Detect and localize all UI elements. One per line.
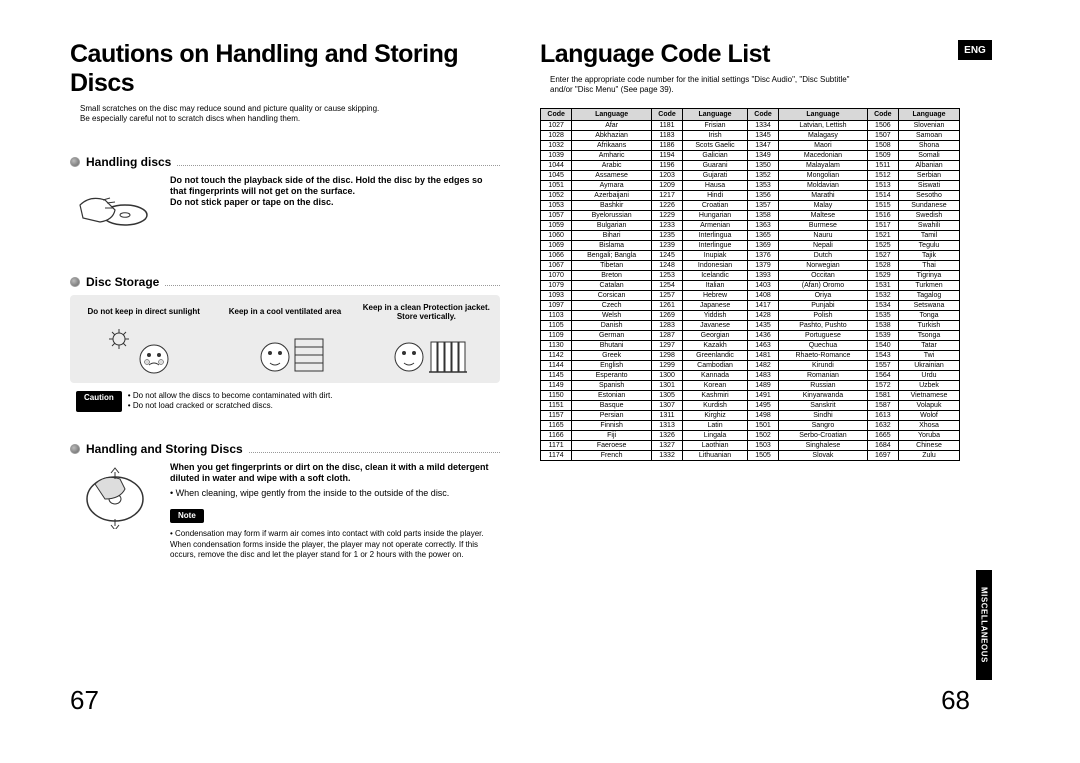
section-disc-storage: Disc Storage Do not keep in direct sunli… (70, 275, 500, 412)
table-row: 1166Fiji1326Lingala1502Serbo-Croatian166… (541, 430, 960, 440)
table-header: Language (779, 108, 867, 120)
table-row: 1039Amharic1194Galician1349Macedonian150… (541, 150, 960, 160)
hand-disc-icon (70, 175, 160, 245)
table-row: 1171Faeroese1327Laothian1503Singhalese16… (541, 440, 960, 450)
bullet-icon (70, 277, 80, 287)
table-row: 1145Esperanto1300Kannada1483Romanian1564… (541, 370, 960, 380)
storage-cell-jacket: Keep in a clean Protection jacket. Store… (359, 301, 494, 377)
storage-cell-sunlight: Do not keep in direct sunlight (76, 301, 211, 377)
storage-box: Do not keep in direct sunlight Keep in a… (70, 295, 500, 383)
page-68: ENG Language Code List Enter the appropr… (540, 40, 1000, 720)
right-title: Language Code List (540, 40, 1000, 69)
table-row: 1157Persian1311Kirghiz1498Sindhi1613Wolo… (541, 410, 960, 420)
language-code-table: CodeLanguageCodeLanguageCodeLanguageCode… (540, 108, 960, 461)
bullet-icon (70, 157, 80, 167)
left-title: Cautions on Handling and Storing Discs (70, 40, 500, 98)
right-subtitle: Enter the appropriate code number for th… (550, 75, 1000, 96)
sunlight-icon (99, 327, 189, 377)
table-row: 1044Arabic1196Guarani1350Malayalam1511Al… (541, 160, 960, 170)
table-row: 1027Afar1181Frisian1334Latvian, Lettish1… (541, 120, 960, 130)
table-header: Language (572, 108, 652, 120)
table-row: 1142Greek1298Greenlandic1481Rhaeto-Roman… (541, 350, 960, 360)
table-row: 1130Bhutani1297Kazakh1463Quechua1540Tata… (541, 340, 960, 350)
wipe-disc-icon (70, 462, 160, 532)
section-handling-discs: Handling discs Do not touch the playback… (70, 155, 500, 245)
table-row: 1066Bengali; Bangla1245Inupiak1376Dutch1… (541, 250, 960, 260)
table-header: Code (747, 108, 778, 120)
table-row: 1093Corsican1257Hebrew1408Oriya1532Tagal… (541, 290, 960, 300)
table-row: 1045Assamese1203Gujarati1352Mongolian151… (541, 170, 960, 180)
page-67: Cautions on Handling and Storing Discs S… (70, 40, 500, 720)
caution-badge: Caution (76, 391, 122, 412)
eng-badge: ENG (958, 40, 992, 60)
table-row: 1067Tibetan1248Indonesian1379Norwegian15… (541, 260, 960, 270)
table-row: 1059Bulgarian1233Armenian1363Burmese1517… (541, 220, 960, 230)
table-row: 1069Bislama1239Interlingue1369Nepali1525… (541, 240, 960, 250)
bullet-icon (70, 444, 80, 454)
table-row: 1149Spanish1301Korean1489Russian1572Uzbe… (541, 380, 960, 390)
table-header: Language (899, 108, 960, 120)
table-row: 1109German1287Georgian1436Portuguese1539… (541, 330, 960, 340)
table-row: 1079Catalan1254Italian1403(Afan) Oromo15… (541, 280, 960, 290)
table-row: 1105Danish1283Javanese1435Pashto, Pushto… (541, 320, 960, 330)
table-row: 1151Basque1307Kurdish1495Sanskrit1587Vol… (541, 400, 960, 410)
section-handling-storing: Handling and Storing Discs When you get … (70, 442, 500, 561)
page-number-67: 67 (70, 685, 99, 716)
table-header: Code (867, 108, 898, 120)
storage-cell-ventilated: Keep in a cool ventilated area (217, 301, 352, 377)
table-row: 1103Welsh1269Yiddish1428Polish1535Tonga (541, 310, 960, 320)
table-row: 1070Breton1253Icelandic1393Occitan1529Ti… (541, 270, 960, 280)
table-row: 1052Azerbaijani1217Hindi1356Marathi1514S… (541, 190, 960, 200)
miscellaneous-tab: MISCELLANEOUS (976, 570, 992, 680)
table-row: 1097Czech1261Japanese1417Punjabi1534Sets… (541, 300, 960, 310)
table-row: 1174French1332Lithuanian1505Slovak1697Zu… (541, 450, 960, 460)
ventilated-icon (240, 327, 330, 377)
caution-row: Caution • Do not allow the discs to beco… (76, 391, 500, 412)
table-row: 1057Byelorussian1229Hungarian1358Maltese… (541, 210, 960, 220)
table-row: 1032Afrikaans1186Scots Gaelic1347Maori15… (541, 140, 960, 150)
table-row: 1144English1299Cambodian1482Kirundi1557U… (541, 360, 960, 370)
table-header: Language (683, 108, 748, 120)
table-row: 1051Aymara1209Hausa1353Moldavian1513Sisw… (541, 180, 960, 190)
jacket-icon (381, 327, 471, 377)
note-badge: Note (170, 509, 204, 523)
table-row: 1028Abkhazian1183Irish1345Malagasy1507Sa… (541, 130, 960, 140)
page-number-68: 68 (941, 685, 970, 716)
table-row: 1150Estonian1305Kashmiri1491Kinyarwanda1… (541, 390, 960, 400)
table-header: Code (541, 108, 572, 120)
table-row: 1053Bashkir1226Croatian1357Malay1515Sund… (541, 200, 960, 210)
left-subtitle: Small scratches on the disc may reduce s… (80, 104, 500, 125)
table-row: 1060Bihari1235Interlingua1365Nauru1521Ta… (541, 230, 960, 240)
table-header: Code (651, 108, 682, 120)
table-row: 1165Finnish1313Latin1501Sangro1632Xhosa (541, 420, 960, 430)
